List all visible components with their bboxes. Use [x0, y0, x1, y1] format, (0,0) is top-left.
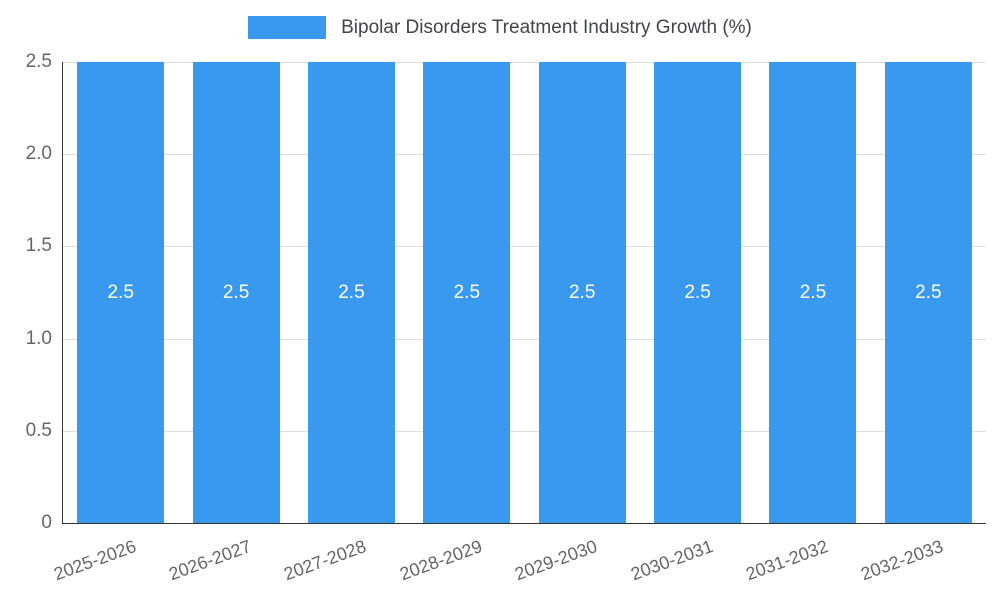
- gridline: [63, 430, 986, 432]
- chart-title: Bipolar Disorders Treatment Industry Gro…: [341, 16, 752, 38]
- gridline: [63, 338, 986, 340]
- bar[interactable]: 2.5: [307, 62, 395, 523]
- x-tick-label: 2030-2031: [627, 536, 716, 585]
- y-tick-label: 2.0: [25, 143, 52, 165]
- bar[interactable]: 2.5: [192, 62, 280, 523]
- bar[interactable]: 2.5: [77, 62, 165, 523]
- gridline: [63, 154, 986, 156]
- bar-value-label: 2.5: [222, 281, 250, 303]
- x-tick-label: 2028-2029: [396, 536, 485, 585]
- plot-area: 2.5 2.5 2.5 2.5 2.5 2.5 2.5 2.5: [62, 62, 986, 524]
- x-tick-label: 2029-2030: [512, 536, 601, 585]
- bar-value-label: 2.5: [107, 281, 134, 303]
- bar[interactable]: 2.5: [423, 62, 511, 523]
- bar-value-label: 2.5: [453, 281, 481, 303]
- x-tick-label: 2031-2032: [743, 536, 831, 585]
- gridline: [63, 62, 986, 63]
- bar-value-label: 2.5: [684, 281, 711, 303]
- x-axis: 2025-2026 2026-2027 2027-2028 2028-2029 2029…: [51, 530, 985, 600]
- bar-value-label: 2.5: [568, 281, 596, 303]
- gridline: [63, 246, 986, 248]
- bar-value-label: 2.5: [799, 281, 827, 303]
- legend[interactable]: Bipolar Disorders Treatment Industry Gro…: [0, 16, 1000, 39]
- bar-value-label: 2.5: [915, 281, 942, 303]
- y-tick-label: 1.0: [25, 327, 52, 349]
- x-tick-label: 2027-2028: [281, 536, 370, 585]
- x-tick-label: 2026-2027: [166, 536, 254, 585]
- bar-value-label: 2.5: [338, 281, 365, 303]
- y-axis: 0 0.5 1.0 1.5 2.0 2.5: [0, 51, 52, 533]
- y-tick-label: 1.5: [25, 235, 52, 257]
- legend-swatch: [248, 16, 327, 39]
- x-tick-label: 2025-2026: [50, 536, 139, 585]
- bar[interactable]: 2.5: [769, 62, 857, 523]
- bar[interactable]: 2.5: [884, 62, 972, 523]
- bar[interactable]: 2.5: [654, 62, 742, 523]
- y-tick-label: 2.5: [25, 51, 52, 72]
- bar[interactable]: 2.5: [538, 62, 626, 523]
- y-tick-label: 0.5: [25, 419, 52, 441]
- x-tick-label: 2032-2033: [858, 536, 947, 585]
- y-tick-label: 0: [41, 512, 52, 533]
